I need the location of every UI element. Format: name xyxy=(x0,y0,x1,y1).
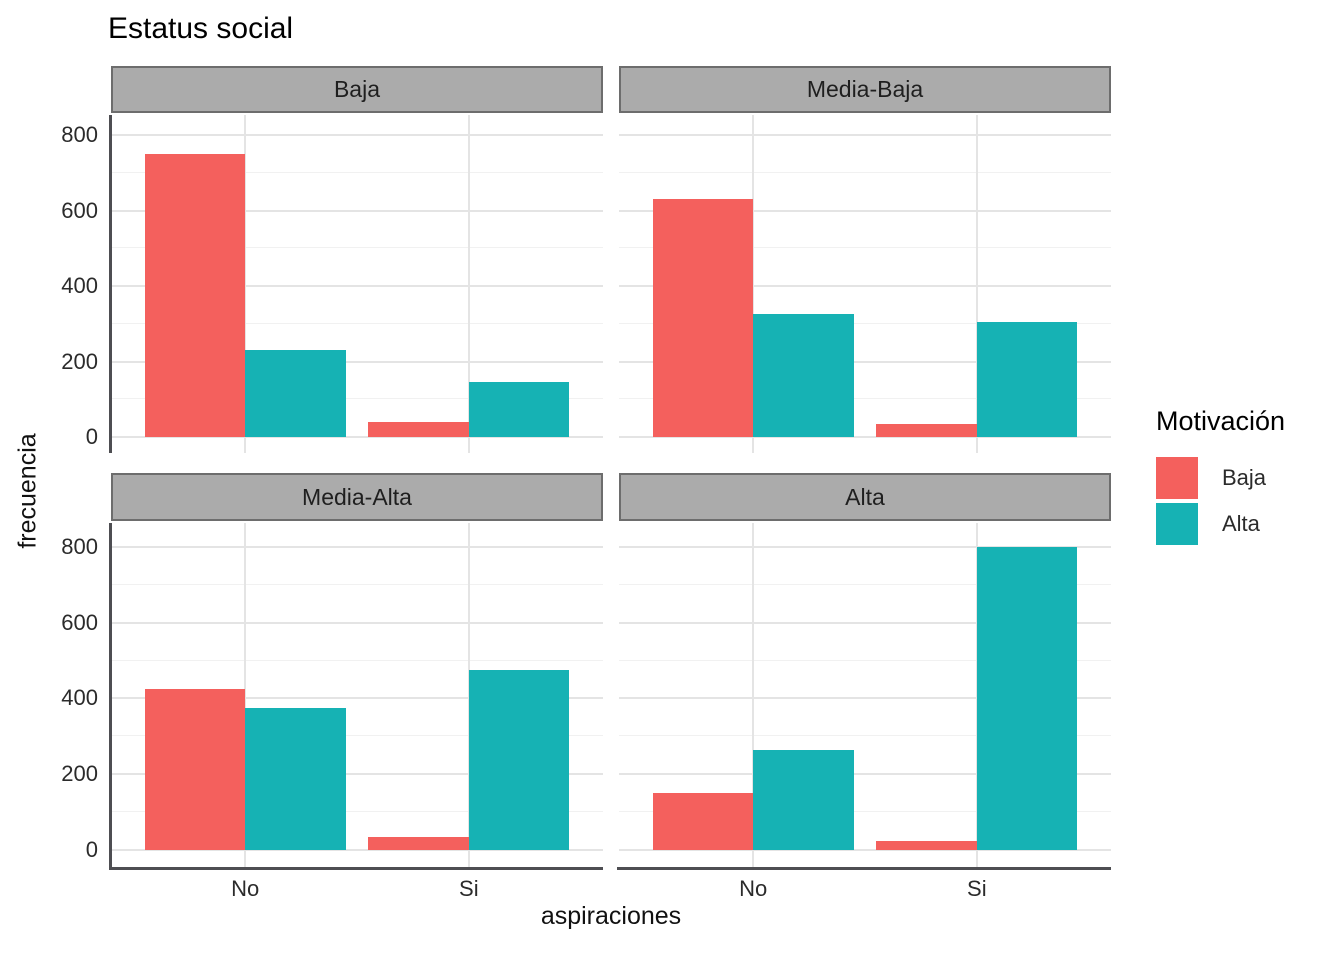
bar-alta-si-alta xyxy=(976,546,1078,850)
gridline-minor xyxy=(619,247,1111,249)
gridline-major xyxy=(111,773,603,776)
x-axis-line xyxy=(109,867,603,870)
gridline-major xyxy=(619,697,1111,700)
gridline-major xyxy=(111,697,603,700)
gridline-major xyxy=(619,360,1111,363)
y-axis-line xyxy=(109,523,112,868)
bar-baja-no-alta xyxy=(245,350,346,437)
y-axis-line xyxy=(109,115,112,453)
facet-panel-alta xyxy=(617,523,1111,870)
gridline-vertical xyxy=(244,523,247,868)
gridline-minor xyxy=(619,811,1111,813)
y-tick-label: 0 xyxy=(85,837,98,862)
gridline-major xyxy=(111,134,603,136)
gridline-minor xyxy=(111,659,603,661)
x-tick-label: Si xyxy=(459,876,479,901)
gridline-minor xyxy=(619,171,1111,173)
gridline-vertical xyxy=(752,115,755,453)
gridline-major xyxy=(619,134,1111,136)
gridline-major xyxy=(111,360,603,363)
chart-title: Estatus social xyxy=(108,12,294,45)
gridline-major xyxy=(111,436,603,438)
gridline-major xyxy=(619,209,1111,212)
gridline-vertical xyxy=(752,523,755,868)
bar-media-baja-si-alta xyxy=(976,321,1078,437)
bar-baja-si-alta xyxy=(468,382,570,437)
facet-panel-media-alta xyxy=(109,523,603,870)
y-tick-label: 800 xyxy=(61,533,98,559)
gridline-major xyxy=(619,436,1111,438)
gridline-minor xyxy=(619,659,1111,661)
gridline-minor xyxy=(619,583,1111,585)
x-tick-label: Si xyxy=(967,876,987,901)
gridline-minor xyxy=(111,398,603,400)
y-tick-label: 800 xyxy=(61,122,98,147)
bar-media-baja-si-baja xyxy=(876,423,977,437)
y-tick-label: 200 xyxy=(61,348,98,374)
gridline-minor xyxy=(619,322,1111,324)
bar-alta-si-baja xyxy=(876,840,977,850)
legend-swatch-alta xyxy=(1156,503,1198,545)
gridline-major xyxy=(619,545,1111,548)
bar-media-baja-no-baja xyxy=(652,199,754,437)
facet-strip-baja: Baja xyxy=(111,66,603,113)
gridline-major xyxy=(111,285,603,287)
facet-strip-media-baja: Media-Baja xyxy=(619,66,1111,113)
gridline-minor xyxy=(111,247,603,249)
facet-panel-baja xyxy=(109,115,603,453)
gridline-major xyxy=(111,849,603,851)
facet-strip-alta: Alta xyxy=(619,473,1111,521)
legend-item-baja: Baja xyxy=(1156,457,1342,499)
legend-label-baja: Baja xyxy=(1222,465,1267,490)
y-tick-label: 600 xyxy=(61,197,98,223)
gridline-vertical xyxy=(975,115,978,453)
bar-media-alta-si-baja xyxy=(368,836,469,850)
gridline-major xyxy=(111,545,603,548)
x-tick-label: No xyxy=(739,876,768,901)
bar-baja-si-baja xyxy=(368,421,469,437)
gridline-minor xyxy=(619,398,1111,400)
x-axis-line xyxy=(617,867,1111,870)
gridline-minor xyxy=(111,171,603,173)
gridline-vertical xyxy=(244,115,247,453)
legend: Motivación Baja Alta xyxy=(1156,406,1342,549)
bar-alta-no-baja xyxy=(652,793,754,850)
legend-title: Motivación xyxy=(1156,406,1286,436)
x-axis-title: aspiraciones xyxy=(540,902,682,930)
legend-item-alta: Alta xyxy=(1156,503,1342,545)
gridline-major xyxy=(111,621,603,624)
gridline-major xyxy=(111,209,603,212)
gridline-major xyxy=(619,621,1111,624)
bar-media-baja-no-alta xyxy=(753,314,854,437)
bar-media-alta-no-baja xyxy=(144,688,246,850)
x-tick-label: No xyxy=(231,876,260,901)
legend-swatch-baja xyxy=(1156,457,1198,499)
y-tick-label: 400 xyxy=(61,685,98,711)
y-tick-label: 600 xyxy=(61,609,98,635)
gridline-minor xyxy=(111,811,603,813)
gridline-minor xyxy=(111,322,603,324)
gridline-vertical xyxy=(467,115,470,453)
gridline-minor xyxy=(619,735,1111,737)
bar-media-alta-no-alta xyxy=(245,707,346,850)
y-tick-label: 200 xyxy=(61,761,98,787)
bar-media-alta-si-alta xyxy=(468,669,570,850)
facet-strip-media-alta: Media-Alta xyxy=(111,473,603,521)
facet-panel-media-baja xyxy=(619,115,1111,453)
gridline-major xyxy=(619,773,1111,776)
legend-label-alta: Alta xyxy=(1222,511,1260,536)
gridline-minor xyxy=(111,735,603,737)
gridline-major xyxy=(619,849,1111,851)
y-tick-label: 400 xyxy=(61,273,98,298)
bar-baja-no-baja xyxy=(144,153,246,437)
y-axis-title: frecuencia xyxy=(13,433,42,549)
y-tick-label: 0 xyxy=(85,424,98,449)
gridline-major xyxy=(619,285,1111,287)
bar-alta-no-alta xyxy=(753,749,854,850)
gridline-minor xyxy=(111,583,603,585)
